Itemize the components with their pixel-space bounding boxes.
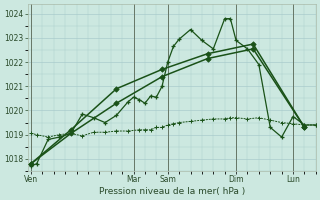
- X-axis label: Pression niveau de la mer( hPa ): Pression niveau de la mer( hPa ): [99, 187, 245, 196]
